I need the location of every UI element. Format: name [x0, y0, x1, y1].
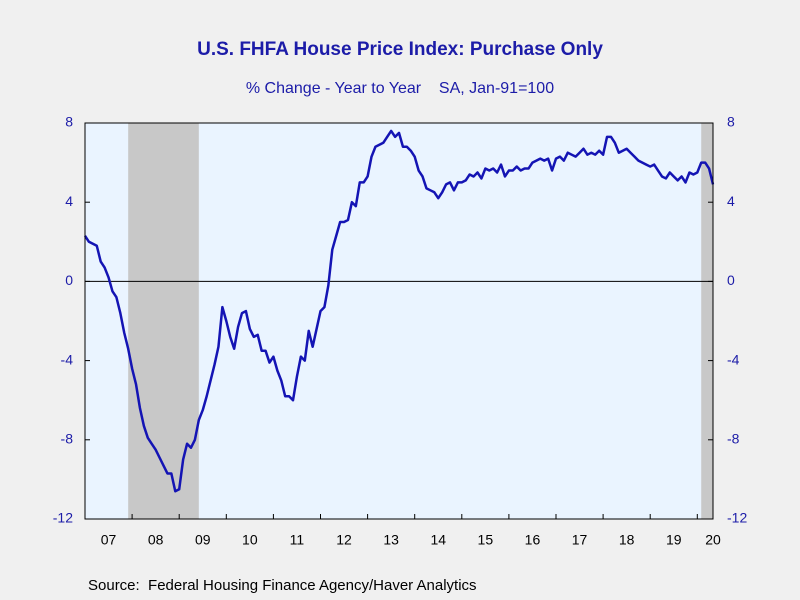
- y-tick-label: 8: [65, 114, 73, 130]
- x-tick-label: 17: [572, 532, 588, 548]
- x-tick-label: 18: [619, 532, 635, 548]
- x-tick-label: 08: [148, 532, 164, 548]
- x-tick-label: 19: [666, 532, 682, 548]
- y-tick-label: -12: [53, 510, 73, 526]
- recession-shade: [128, 123, 199, 519]
- plot-layer: -12 -8 -4 0 4 8 -12 -8 -4 0 4 8 07 08 09 10 11 12 13 14 15 16…: [53, 114, 748, 548]
- y2-tick-label: -12: [727, 510, 747, 526]
- x-tick-label: 20: [705, 532, 721, 548]
- x-tick-label: 11: [290, 532, 305, 548]
- x-tick-label: 15: [478, 532, 494, 548]
- y2-tick-label: -4: [727, 351, 740, 367]
- x-tick-label: 07: [101, 532, 117, 548]
- recession-shade: [701, 123, 713, 519]
- chart-subtitle: % Change - Year to Year SA, Jan-91=100: [246, 80, 554, 97]
- x-tick-label: 16: [525, 532, 541, 548]
- x-tick-label: 12: [336, 532, 352, 548]
- y2-tick-label: -8: [727, 431, 740, 447]
- x-tick-label: 13: [383, 532, 399, 548]
- y2-tick-label: 8: [727, 114, 735, 130]
- x-tick-label: 09: [195, 532, 211, 548]
- y-tick-label: -8: [61, 431, 74, 447]
- source-note: Source: Federal Housing Finance Agency/H…: [88, 577, 477, 594]
- chart-title: U.S. FHFA House Price Index: Purchase On…: [197, 39, 603, 60]
- y-tick-label: -4: [61, 351, 74, 367]
- x-tick-label: 10: [242, 532, 258, 548]
- x-tick-label: 14: [430, 532, 446, 548]
- data-line: [83, 129, 715, 493]
- y-tick-label: 0: [65, 272, 73, 288]
- y2-tick-label: 0: [727, 272, 735, 288]
- plot-border: [84, 122, 714, 520]
- y2-tick-label: 4: [727, 193, 735, 209]
- y-tick-label: 4: [65, 193, 73, 209]
